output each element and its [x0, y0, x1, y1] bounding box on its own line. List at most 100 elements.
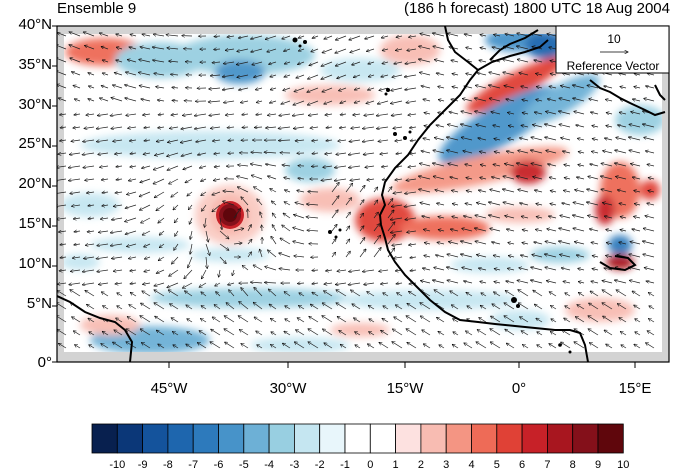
wind-vector: [212, 191, 221, 195]
wind-vector: [71, 140, 81, 141]
wind-vector: [424, 243, 431, 245]
wind-vector: [335, 61, 347, 66]
wind-vector: [155, 152, 165, 156]
wind-vector: [420, 203, 431, 206]
wind-vector: [97, 270, 109, 272]
wind-vector: [225, 342, 235, 349]
wind-vector: [463, 216, 473, 219]
wind-vector: [437, 317, 445, 323]
wind-vector: [85, 45, 95, 50]
wind-vector: [504, 303, 515, 310]
wind-vector: [293, 100, 305, 105]
wind-vector: [618, 125, 627, 127]
wind-vector: [86, 192, 95, 193]
wind-vector: [130, 270, 137, 271]
wind-vector: [574, 242, 585, 245]
wind-vector: [154, 191, 165, 198]
wind-vector: [420, 316, 431, 323]
wind-vector: [233, 243, 242, 244]
wind-vector: [233, 228, 244, 232]
wind-vector: [239, 302, 249, 310]
wind-vector: [142, 230, 151, 235]
wind-vector: [187, 319, 193, 323]
wind-vector: [535, 229, 543, 231]
wind-vector: [144, 140, 151, 141]
wind-vector: [58, 98, 67, 102]
wind-vector: [57, 58, 67, 63]
wind-vector: [602, 203, 613, 206]
wind-vector: [549, 216, 557, 218]
wind-vector: [405, 192, 417, 194]
wind-vector: [139, 191, 151, 197]
wind-vector: [175, 230, 179, 236]
wind-vector: [115, 153, 123, 154]
wind-vector: [494, 152, 501, 154]
wind-vector: [174, 217, 179, 223]
wind-vector: [423, 99, 431, 101]
wind-vector: [144, 127, 151, 128]
wind-vector: [600, 176, 613, 180]
wind-vector: [478, 190, 487, 192]
wind-vector: [492, 47, 501, 49]
wind-vector: [219, 269, 220, 277]
wind-vector: [169, 61, 179, 62]
wind-vector: [550, 74, 557, 76]
wind-vector: [159, 243, 165, 248]
wind-vector: [438, 230, 445, 232]
wind-vector: [406, 101, 417, 103]
wind-vector: [209, 88, 221, 89]
wind-vector: [647, 331, 655, 336]
colorbar-swatch: [319, 423, 346, 454]
wind-vector: [373, 200, 378, 206]
wind-vector: [99, 98, 109, 102]
wind-vector: [407, 303, 417, 310]
wind-vector: [590, 164, 599, 166]
wind-vector: [644, 137, 655, 141]
wind-vector: [200, 319, 207, 323]
wind-vector: [85, 179, 95, 180]
wind-vector: [606, 126, 613, 128]
wind-vector: [156, 330, 165, 336]
wind-vector: [518, 189, 529, 193]
wind-vector: [82, 153, 95, 155]
wind-vector: [325, 153, 333, 154]
wind-vector: [604, 216, 613, 218]
colorbar-label: -6: [213, 459, 224, 471]
wind-vector: [436, 125, 445, 127]
wind-vector: [409, 291, 417, 297]
wind-vector: [433, 280, 445, 284]
wind-vector: [310, 304, 319, 310]
wind-vector: [348, 153, 361, 155]
wind-vector: [337, 74, 347, 79]
wind-vector: [563, 281, 571, 283]
wind-vector: [410, 140, 417, 141]
wind-vector: [169, 127, 179, 129]
wind-vector: [606, 229, 613, 231]
wind-vector: [68, 179, 81, 181]
wind-vector: [634, 190, 641, 192]
wind-vector: [87, 304, 95, 310]
wind-vector: [299, 293, 305, 297]
wind-vector: [141, 99, 151, 102]
wind-vector: [166, 35, 179, 36]
wind-vector: [117, 293, 123, 297]
wind-vector: [257, 345, 263, 349]
wind-vector: [247, 225, 251, 232]
wind-vector: [381, 330, 389, 336]
wind-vector: [223, 191, 235, 192]
wind-vector: [644, 268, 655, 271]
wind-vector: [169, 178, 179, 184]
wind-vector: [264, 152, 277, 153]
wind-vector: [325, 114, 333, 115]
colorbar-label: -4: [264, 459, 274, 471]
wind-vector: [379, 270, 389, 271]
wind-vector: [298, 62, 305, 64]
wind-vector: [125, 217, 137, 222]
wind-vector: [390, 231, 403, 233]
wind-vector: [172, 87, 179, 88]
wind-vector: [434, 267, 445, 271]
wind-vector: [466, 292, 473, 297]
wind-vector: [142, 165, 151, 168]
wind-vector: [143, 153, 151, 154]
wind-vector: [434, 290, 445, 297]
